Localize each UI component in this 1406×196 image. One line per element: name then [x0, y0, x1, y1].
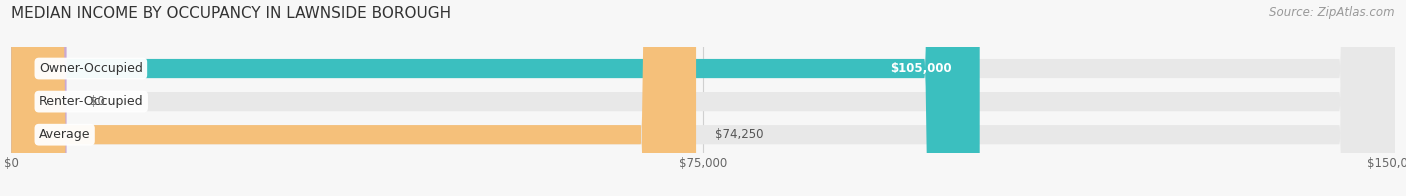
FancyBboxPatch shape	[11, 0, 980, 196]
FancyBboxPatch shape	[11, 0, 1395, 196]
FancyBboxPatch shape	[11, 0, 696, 196]
Text: Renter-Occupied: Renter-Occupied	[39, 95, 143, 108]
Text: $0: $0	[90, 95, 104, 108]
Text: $105,000: $105,000	[890, 62, 952, 75]
Text: $74,250: $74,250	[714, 128, 763, 141]
FancyBboxPatch shape	[11, 0, 1395, 196]
FancyBboxPatch shape	[11, 0, 66, 196]
FancyBboxPatch shape	[11, 0, 1395, 196]
Text: MEDIAN INCOME BY OCCUPANCY IN LAWNSIDE BOROUGH: MEDIAN INCOME BY OCCUPANCY IN LAWNSIDE B…	[11, 6, 451, 21]
Text: Average: Average	[39, 128, 90, 141]
Text: Source: ZipAtlas.com: Source: ZipAtlas.com	[1270, 6, 1395, 19]
Text: Owner-Occupied: Owner-Occupied	[39, 62, 143, 75]
